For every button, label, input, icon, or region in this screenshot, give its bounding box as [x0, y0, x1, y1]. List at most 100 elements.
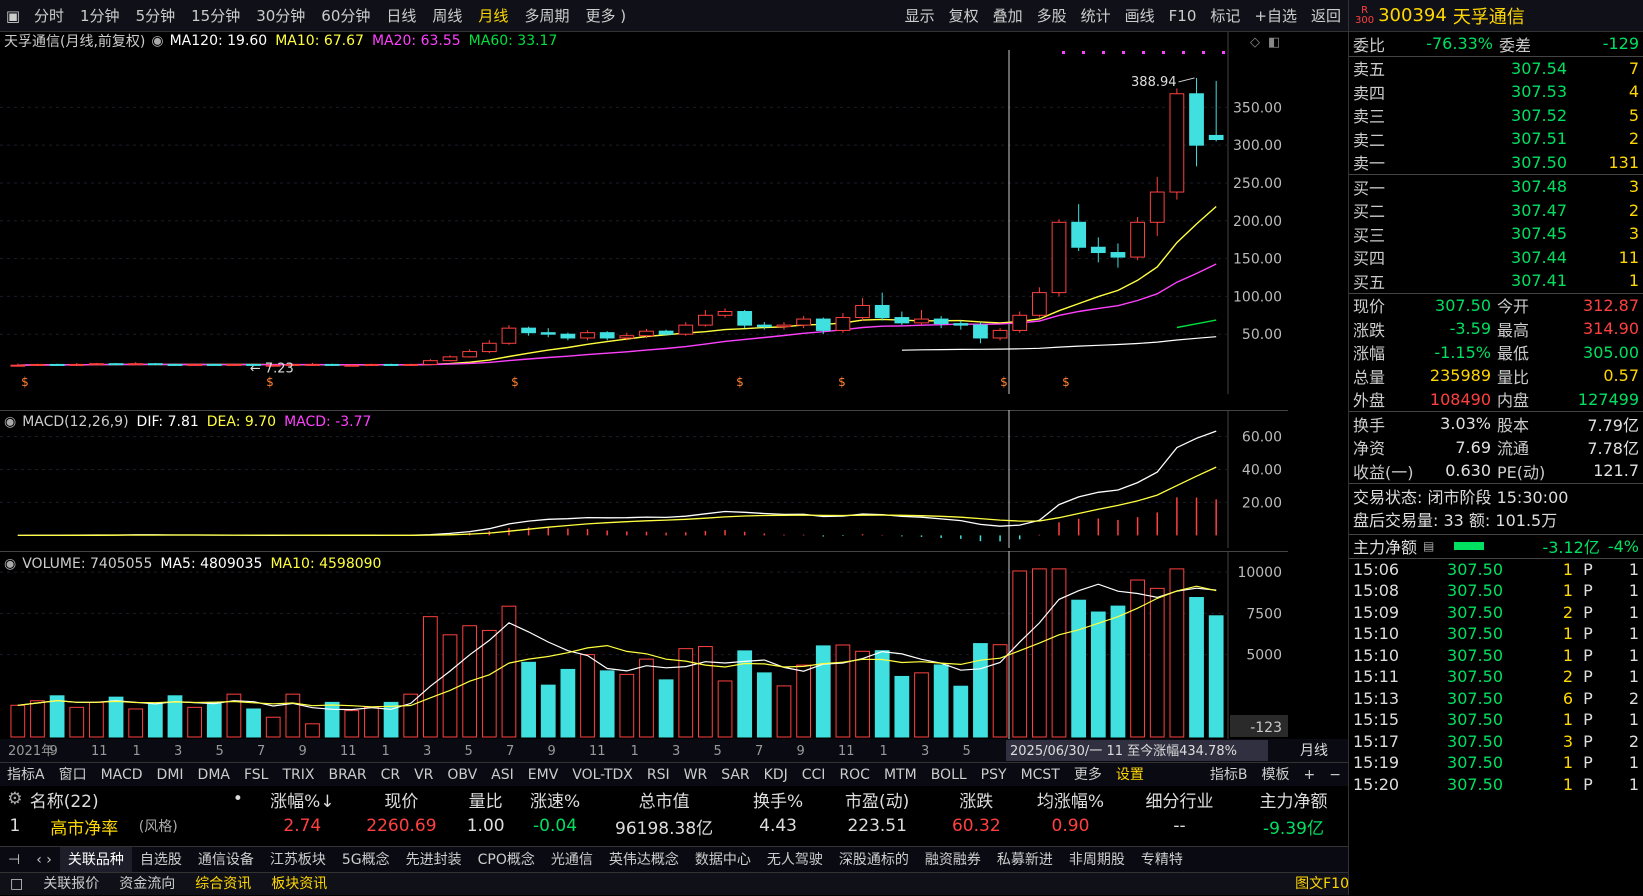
indicator-tab[interactable]: ASI [491, 766, 514, 783]
column-header[interactable]: 主力净额 [1259, 791, 1328, 812]
column-header[interactable]: 市盈(动) [845, 791, 910, 812]
indicator-tab[interactable]: PSY [980, 766, 1007, 783]
indicator-tab[interactable]: 设置 [1115, 766, 1144, 783]
prev-icon[interactable]: ‹ › [36, 851, 52, 868]
eye-icon[interactable]: ◉ [4, 556, 17, 572]
column-header[interactable]: 现价 [384, 791, 419, 812]
indicator-tab[interactable]: OBV [447, 766, 478, 783]
related-tab[interactable]: 私募新进 [996, 851, 1053, 868]
pin-icon[interactable]: ⊣ [8, 851, 21, 868]
tool-button[interactable]: 叠加 [992, 6, 1023, 25]
indicator-right-tab[interactable]: 模板 [1261, 766, 1290, 783]
panel-toggle-icon[interactable]: ◧ [1268, 35, 1280, 50]
related-tab[interactable]: 关联品种 [59, 846, 132, 873]
column-header[interactable]: 涨跌 [959, 791, 994, 812]
period-tab[interactable]: 1分钟 [80, 6, 120, 25]
settings-icon[interactable]: ⚙ [7, 789, 23, 809]
indicator-tab[interactable]: DMI [156, 766, 184, 783]
tool-button[interactable]: 统计 [1080, 6, 1111, 25]
related-tab[interactable]: 英伟达概念 [608, 851, 679, 868]
macd-chart[interactable]: 60.00 40.00 20.00 [0, 410, 1288, 548]
period-tab[interactable]: 更多 ) [585, 6, 627, 25]
column-header[interactable]: 量比 [468, 791, 503, 812]
period-tab[interactable]: 15分钟 [191, 6, 241, 25]
info-tab[interactable]: 综合资讯 [195, 875, 252, 892]
column-header[interactable]: 换手% [752, 791, 804, 812]
related-tab[interactable]: 光通信 [550, 851, 593, 868]
period-tab[interactable]: 月线 [478, 6, 509, 25]
related-tab[interactable]: 5G概念 [341, 851, 390, 868]
tool-button[interactable]: F10 [1168, 6, 1197, 25]
related-tab[interactable]: 无人驾驶 [766, 851, 823, 868]
indicator-tab[interactable]: EMV [527, 766, 559, 783]
square-icon[interactable]: □ [10, 875, 24, 892]
tick-list[interactable]: 15:06 307.50 1 P 1 15:08 307.50 1 P 1 15:09 307.50 2… [1349, 557, 1643, 796]
info-tab[interactable]: 资金流向 [119, 875, 176, 892]
indicator-tab[interactable]: KDJ [763, 766, 788, 783]
side-tab[interactable]: 图文F10 [1295, 875, 1349, 892]
indicator-tab[interactable]: BRAR [328, 766, 367, 783]
tool-button[interactable]: 返回 [1310, 6, 1341, 25]
indicator-tab[interactable]: MCST [1020, 766, 1060, 783]
indicator-tab[interactable]: CCI [801, 766, 826, 783]
column-header[interactable]: 名称(22) [29, 791, 99, 812]
column-header[interactable]: 均涨幅% [1036, 791, 1105, 812]
diamond-icon[interactable]: ◇ [1250, 35, 1260, 50]
tool-button[interactable]: 画线 [1124, 6, 1155, 25]
indicator-tab[interactable]: WR [683, 766, 708, 783]
column-header[interactable]: 涨速% [529, 791, 581, 812]
column-header[interactable]: 细分行业 [1145, 791, 1214, 812]
period-tab[interactable]: 60分钟 [321, 6, 371, 25]
period-tab[interactable]: 日线 [386, 6, 417, 25]
indicator-tab[interactable]: MACD [100, 766, 143, 783]
related-tab[interactable]: 深股通标的 [838, 851, 909, 868]
eye-icon[interactable]: ◉ [151, 33, 164, 49]
related-tab[interactable]: 数据中心 [694, 851, 751, 868]
column-header[interactable]: 涨幅%↓ [270, 791, 335, 812]
tool-button[interactable]: 显示 [904, 6, 935, 25]
table-row[interactable]: 1 高市净率 (风格) 2.74 2260.69 1.00 -0.04 96198.38亿 4.… [0, 812, 1348, 840]
volume-chart[interactable]: 10000 7500 5000 -123 [0, 551, 1288, 739]
price-chart[interactable]: 350.00 300.00 250.00 200.00 150.00 100.00 50.0… [0, 32, 1288, 394]
indicator-tab[interactable]: TRIX [282, 766, 315, 783]
related-tab[interactable]: 通信设备 [197, 851, 254, 868]
indicator-tab[interactable]: CR [380, 766, 401, 783]
list-icon[interactable]: ▤ [1423, 539, 1435, 553]
eye-icon[interactable]: ◉ [4, 414, 17, 430]
related-tab[interactable]: 融资融券 [924, 851, 981, 868]
indicator-tab[interactable]: ROC [839, 766, 870, 783]
indicator-tab[interactable]: VR [414, 766, 434, 783]
related-tab[interactable]: 非周期股 [1068, 851, 1125, 868]
indicator-tab[interactable]: MTM [883, 766, 917, 783]
window-icon[interactable]: ▣ [5, 6, 21, 25]
related-tab[interactable]: CPO概念 [477, 851, 535, 868]
indicator-tab[interactable]: VOL-TDX [572, 766, 633, 783]
period-tab[interactable]: 5分钟 [135, 6, 176, 25]
related-tab[interactable]: 自选股 [139, 851, 182, 868]
minus-icon[interactable]: − [1329, 766, 1341, 783]
related-tab[interactable]: 江苏板块 [269, 851, 326, 868]
indicator-tab[interactable]: 窗口 [58, 766, 87, 783]
indicator-tab[interactable]: 指标A [7, 766, 45, 783]
tool-button[interactable]: +自选 [1254, 6, 1297, 25]
indicator-tab[interactable]: BOLL [930, 766, 967, 783]
add-icon[interactable]: + [1303, 766, 1316, 783]
related-tab[interactable]: 专精特 [1140, 851, 1183, 868]
indicator-tab[interactable]: DMA [197, 766, 230, 783]
column-header[interactable]: • [232, 789, 243, 809]
period-tab[interactable]: 多周期 [524, 6, 570, 25]
tool-button[interactable]: 复权 [948, 6, 979, 25]
indicator-tab[interactable]: 更多 [1073, 766, 1102, 783]
tool-button[interactable]: 标记 [1210, 6, 1241, 25]
indicator-tab[interactable]: SAR [721, 766, 750, 783]
info-tab[interactable]: 关联报价 [43, 875, 100, 892]
period-tab[interactable]: 30分钟 [256, 6, 306, 25]
indicator-tab[interactable]: RSI [646, 766, 670, 783]
column-header[interactable]: 总市值 [638, 791, 690, 812]
period-tab[interactable]: 周线 [432, 6, 463, 25]
period-tab[interactable]: 分时 [34, 6, 65, 25]
indicator-right-tab[interactable]: 指标B [1209, 766, 1248, 783]
related-tab[interactable]: 先进封装 [405, 851, 462, 868]
tool-button[interactable]: 多股 [1036, 6, 1067, 25]
indicator-tab[interactable]: FSL [243, 766, 269, 783]
